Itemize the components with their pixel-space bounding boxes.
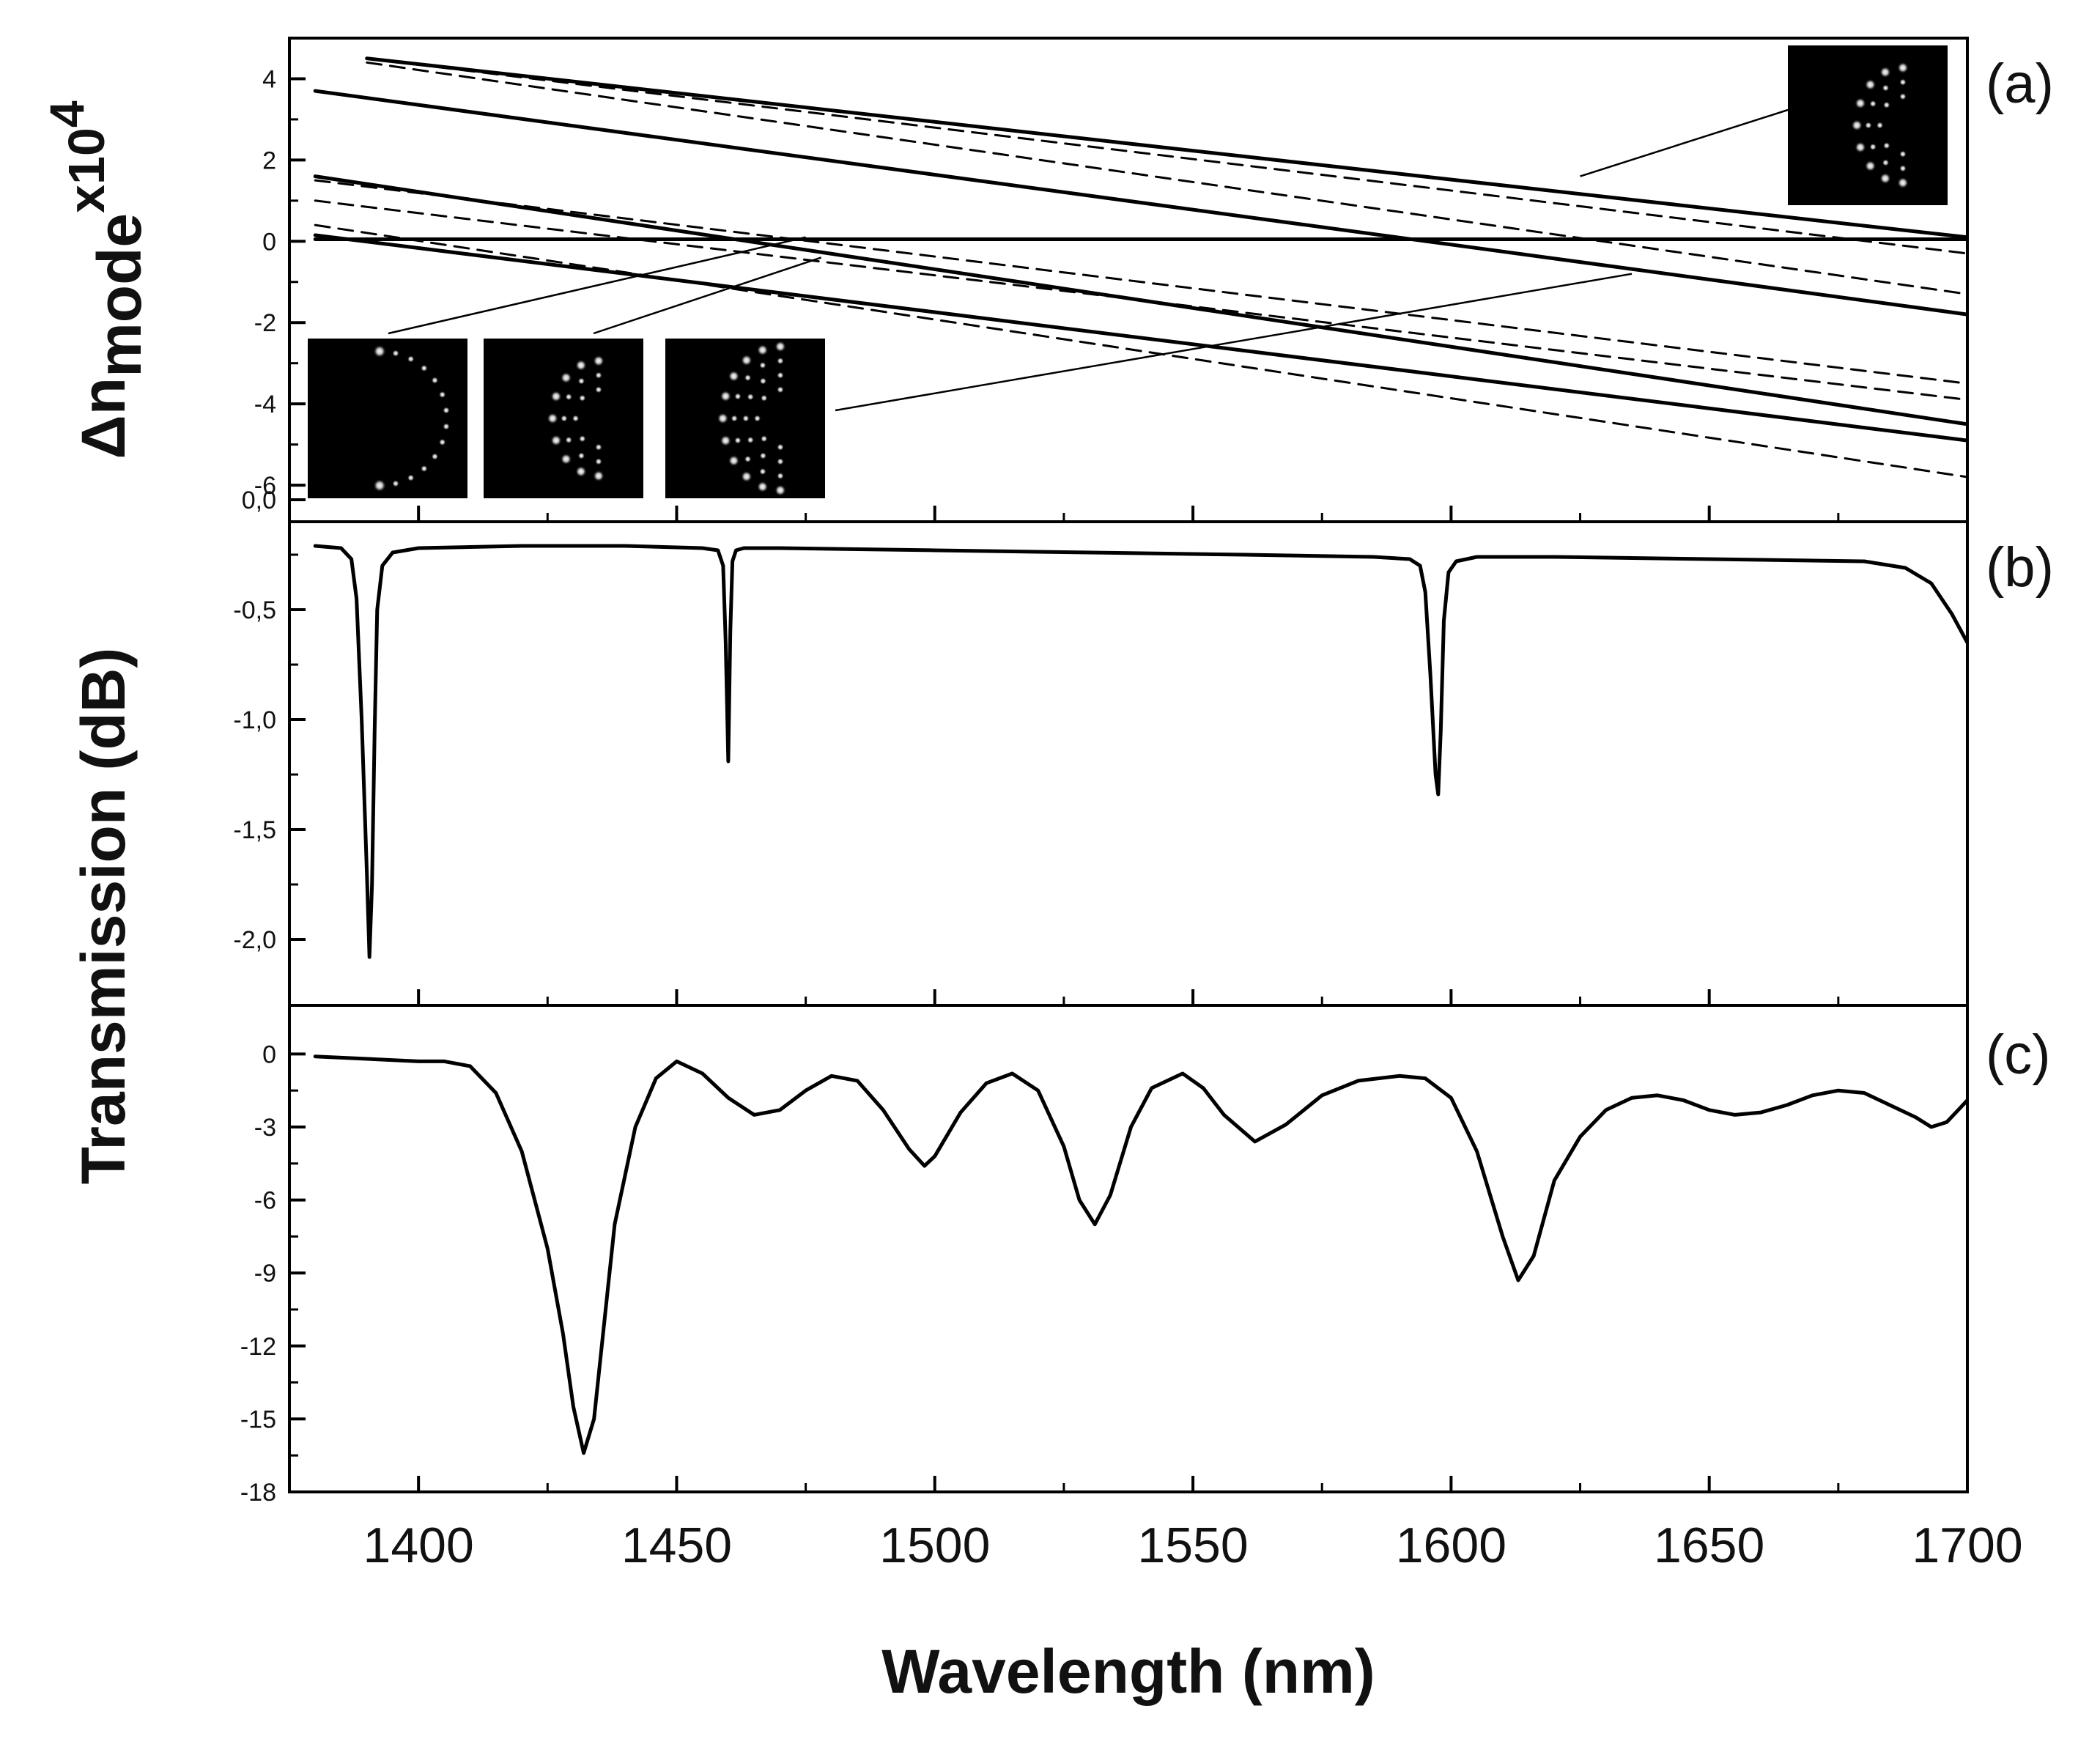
ytick-label-a: 2 <box>262 147 276 174</box>
series-line-a-dashed-3 <box>314 179 1967 385</box>
panel-b: 0,0 -0,5 -1,0 -1,5 -2,0 (b) <box>233 487 2054 1007</box>
xtick-label: 1400 <box>363 1518 474 1573</box>
series-line-a-solid-4 <box>313 233 1967 443</box>
x-axis-title: Wavelength (nm) <box>881 1637 1375 1706</box>
xtick-label: 1500 <box>879 1518 990 1573</box>
series-line-a-solid-2 <box>313 89 1967 317</box>
series-line-a-dashed-2 <box>366 61 1967 295</box>
ytick-label-b: -2,0 <box>233 926 276 954</box>
mode-profile-inset-2 <box>484 339 643 498</box>
xtick-label: 1550 <box>1137 1518 1248 1573</box>
mode-profile-inset-3 <box>665 339 825 498</box>
ytick-label-c: -18 <box>240 1479 276 1507</box>
ytick-label-a: -6 <box>254 472 276 500</box>
series-line-a-solid-1 <box>365 56 1967 240</box>
y-axis-title-transmission: Transmission (dB) <box>69 648 138 1185</box>
mode-profile-inset-top-right <box>1788 45 1948 205</box>
panel-a-label: (a) <box>1986 53 2054 115</box>
ytick-label-c: -9 <box>254 1260 276 1287</box>
ytick-label-a: -4 <box>254 391 276 418</box>
y-title-a-exp: 4 <box>40 100 94 128</box>
ytick-label-a: 0 <box>262 228 276 256</box>
xtick-label: 1450 <box>621 1518 732 1573</box>
ytick-label-c: -15 <box>240 1405 276 1433</box>
ytick-label-b: -1,0 <box>233 706 276 734</box>
panel-c-frame <box>288 1004 1969 1493</box>
series-line-a-dashed-5 <box>314 223 1967 479</box>
ytick-label-c: -3 <box>254 1114 276 1142</box>
xtick-label: 1650 <box>1654 1518 1764 1573</box>
panel-c-label: (c) <box>1986 1024 2051 1086</box>
panel-a: 4 2 0 -2 -4 -6 (a) <box>254 37 2054 523</box>
inset-pointer-line <box>388 236 806 335</box>
panel-b-label: (b) <box>1986 536 2054 599</box>
series-line-b-transmission-b <box>313 544 1967 959</box>
inset-pointer-line <box>593 256 822 335</box>
mode-profile-inset-1 <box>308 339 467 498</box>
y-axis-title-delta-n: Δnmodex104 <box>40 100 154 459</box>
y-title-a-mult: x10 <box>58 128 115 213</box>
y-title-a-sub: mode <box>85 213 154 377</box>
inset-pointer-line <box>1580 108 1789 177</box>
ytick-label-c: -6 <box>254 1187 276 1215</box>
ytick-label-b: -0,5 <box>233 596 276 624</box>
ytick-label-c: 0 <box>262 1041 276 1068</box>
inset-pointer-line <box>835 273 1633 412</box>
ytick-label-c: -12 <box>240 1333 276 1361</box>
series-line-a-dashed-4 <box>314 199 1967 402</box>
ytick-label-b: 0,0 <box>242 487 276 514</box>
xtick-label: 1700 <box>1912 1518 2022 1573</box>
ytick-label-b: -1,5 <box>233 816 276 844</box>
panel-b-frame <box>288 520 1969 1007</box>
x-axis: 1400 1450 1500 1550 1600 1650 1700 <box>363 1518 2023 1573</box>
ytick-label-a: -2 <box>254 309 276 337</box>
ytick-label-a: 4 <box>262 65 276 93</box>
xtick-label: 1600 <box>1396 1518 1506 1573</box>
panel-c: 0 -3 -6 -9 -12 -15 -18 (c) <box>240 1004 2051 1507</box>
series-line-a-dashed-1 <box>366 57 1967 255</box>
series-line-c-transmission-c <box>313 1054 1967 1455</box>
y-title-a-base: Δn <box>69 377 138 459</box>
